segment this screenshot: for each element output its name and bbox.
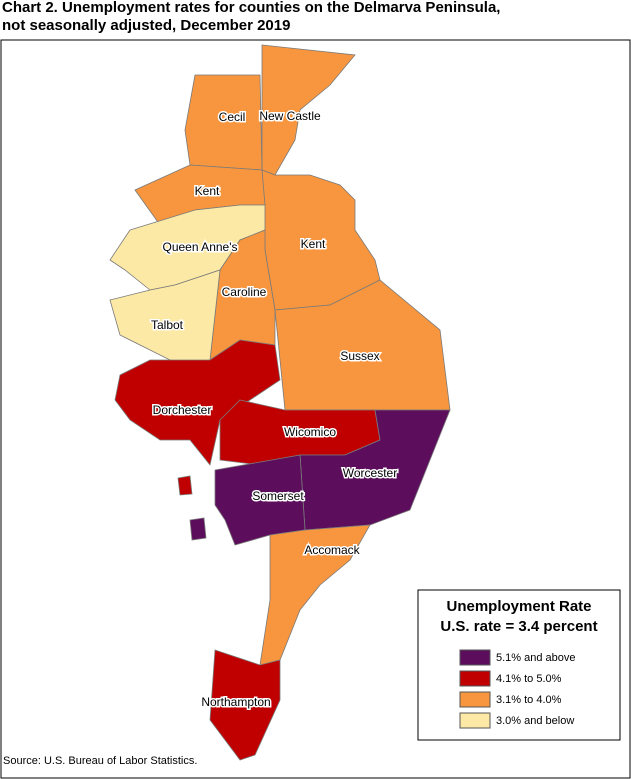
county-label: Queen Anne's [162,240,237,254]
county-shape [177,475,193,496]
county-label: Worcester [343,466,397,480]
counties [109,44,451,761]
legend-label: 4.1% to 5.0% [496,673,562,685]
source-note: Source: U.S. Bureau of Labor Statistics. [3,755,197,767]
legend-swatch [459,691,491,708]
legend-label: 3.1% to 4.0% [496,694,562,706]
legend-swatch [459,670,491,687]
county-label: Northampton [201,695,270,709]
title-line: Chart 2. Unemployment rates for counties… [2,0,500,16]
legend-label: 5.1% and above [496,652,576,664]
county-label: Wicomico [284,425,336,439]
legend-swatch [459,649,491,666]
county-label: Accomack [304,543,360,557]
county-label: Somerset [252,489,304,503]
county-shape [214,454,306,546]
county-label: Kent [195,184,220,198]
county-labels: New Castle Kent Sussex Cecil Kent Queen … [149,108,398,711]
county-shape [189,517,207,541]
title-line: not seasonally adjusted, December 2019 [2,17,290,34]
county-label: Caroline [222,285,267,299]
legend-subtitle: U.S. rate = 3.4 percent [440,618,597,635]
county-label: New Castle [259,109,321,123]
county-label: Kent [301,237,326,251]
legend: Unemployment Rate U.S. rate = 3.4 percen… [417,589,621,741]
county-label: Dorchester [153,403,212,417]
legend-title: Unemployment Rate [446,598,591,615]
county-shape [259,524,371,666]
county-label: Sussex [340,349,379,363]
county-label: Talbot [151,318,184,332]
county-shape [209,649,281,761]
legend-swatch [459,712,491,729]
legend-box [417,589,621,741]
county-label: Cecil [219,110,246,124]
legend-label: 3.0% and below [496,715,574,727]
